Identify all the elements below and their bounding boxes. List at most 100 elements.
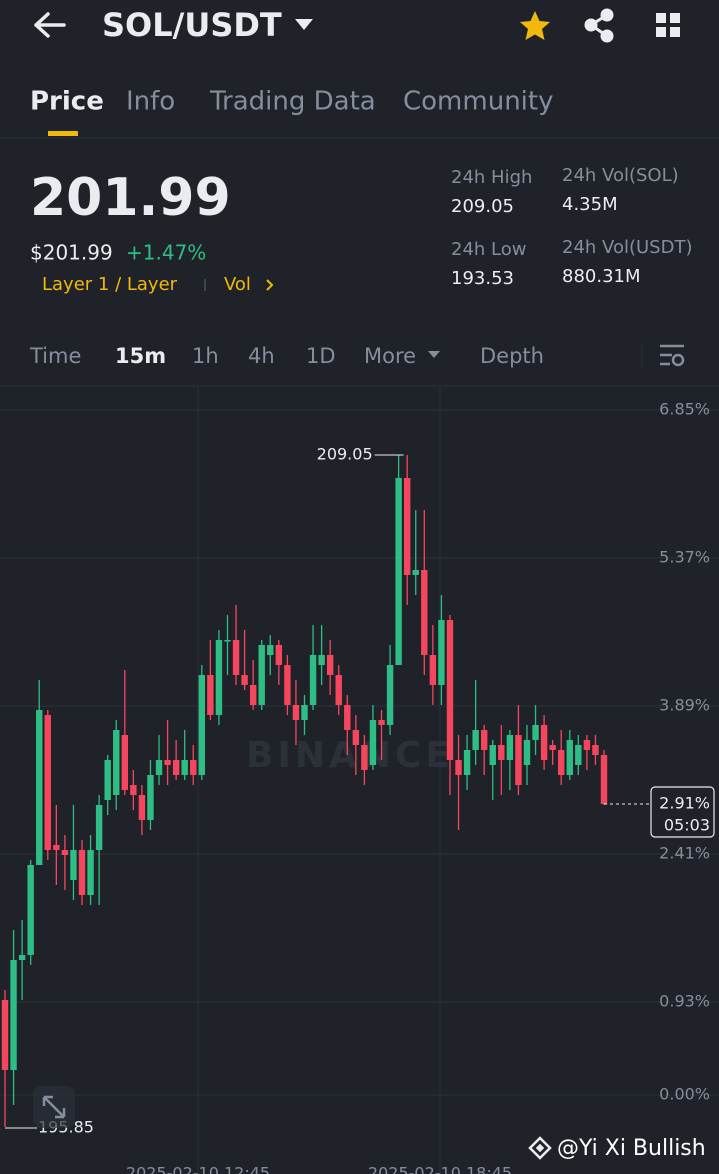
candle-body (190, 760, 197, 775)
candle-body (78, 850, 86, 895)
candle-body (104, 760, 111, 800)
stat-value: 4.35M (562, 194, 618, 215)
category-tag[interactable]: Layer 1 / Layer (42, 274, 178, 295)
interval-option[interactable]: 4h (248, 344, 275, 368)
credit-icon (528, 1136, 552, 1160)
interval-option[interactable]: More (364, 344, 416, 368)
tab[interactable]: Info (126, 87, 175, 117)
candle-body (147, 775, 154, 820)
candle-body (10, 960, 17, 1070)
candle-body (215, 640, 223, 715)
candle-body (395, 478, 402, 665)
x-tick-label: 2025-02-10 18:45 (368, 1164, 512, 1174)
candle-body (292, 705, 300, 720)
candle-body (70, 850, 77, 880)
price-change: +1.47% (126, 241, 206, 265)
high-label: 209.05 (317, 445, 373, 464)
candle-body (241, 675, 248, 685)
stat-value: 880.31M (562, 266, 641, 287)
candle-body (267, 645, 274, 655)
candle-body (87, 850, 94, 895)
candle-body (198, 675, 206, 775)
candle-body (472, 730, 479, 750)
candle-body (352, 730, 360, 745)
candle-body (540, 725, 548, 760)
candle-body (207, 675, 214, 715)
candle-body (249, 685, 257, 705)
candle-body (361, 745, 368, 770)
candle-body (498, 745, 505, 760)
candle-body (138, 795, 146, 820)
candle-body (284, 665, 291, 705)
watermark: BINANCE (246, 735, 454, 776)
candle-body (344, 705, 351, 730)
interval-option[interactable]: 1D (306, 344, 336, 368)
interval-option[interactable]: Depth (480, 344, 544, 368)
pair-dropdown[interactable] (295, 19, 313, 30)
candle-body (549, 745, 556, 750)
candle-body (155, 760, 163, 775)
y-tick-label: 6.85% (659, 400, 710, 419)
candle-body (592, 745, 599, 755)
expand-button[interactable] (33, 1086, 75, 1128)
candle-body (558, 750, 565, 775)
stat-value: 193.53 (451, 268, 514, 289)
tab[interactable]: Community (403, 87, 553, 117)
candle-body (446, 620, 454, 760)
candle-body (301, 705, 308, 720)
candle-body (583, 740, 591, 750)
menu-grid[interactable] (656, 13, 680, 37)
share-button[interactable] (584, 8, 614, 43)
candle-body (335, 675, 342, 705)
tab[interactable]: Price (30, 87, 104, 117)
interval-option[interactable]: 15m (115, 344, 166, 368)
credit: @Yi Xi Bullish (557, 1136, 706, 1161)
last-price: 201.99 (30, 168, 231, 228)
candle-body (318, 655, 325, 665)
stat-value: 209.05 (451, 196, 514, 217)
y-tick-label: 2.41% (659, 844, 710, 863)
chart-settings[interactable] (660, 344, 685, 367)
candle-body (36, 710, 43, 865)
stat-label: 24h Vol(USDT) (562, 237, 692, 258)
candle-body (506, 735, 514, 760)
candle-body (1, 1000, 9, 1070)
interval-option[interactable]: Time (29, 344, 81, 368)
candle-body (438, 620, 445, 685)
stat-label: 24h High (451, 167, 532, 188)
interval-option[interactable]: 1h (192, 344, 219, 368)
candle-body (429, 655, 437, 685)
last-price-tag (650, 786, 715, 838)
candle-body (164, 760, 171, 765)
back-button[interactable] (34, 12, 66, 38)
candle-body (369, 720, 377, 765)
y-tick-label: 3.89% (659, 696, 710, 715)
candle-body (27, 865, 34, 955)
favorite-star[interactable] (520, 11, 550, 40)
candle-body (309, 655, 317, 705)
stat-label: 24h Low (451, 239, 526, 260)
candle-body (61, 850, 69, 855)
candle-body (121, 735, 128, 790)
more-dropdown[interactable] (428, 351, 440, 358)
last-price-label: 2.91% (659, 794, 710, 813)
candle-body (463, 750, 471, 775)
pair-title[interactable]: SOL/USDT (102, 6, 282, 44)
candle-body (455, 760, 462, 775)
candle-body (53, 845, 60, 850)
candle-body (575, 745, 582, 765)
candle-body (95, 805, 103, 850)
candle-body (481, 730, 488, 750)
stat-label: 24h Vol(SOL) (562, 165, 679, 186)
candle-body (326, 655, 334, 675)
candle-body (523, 740, 531, 765)
vol-link[interactable]: Vol (224, 274, 251, 295)
candle-body (489, 745, 496, 765)
candle-body (130, 785, 137, 795)
tab-indicator (48, 131, 78, 136)
countdown: 05:03 (664, 816, 710, 835)
y-tick-label: 0.00% (659, 1085, 710, 1104)
tab[interactable]: Trading Data (209, 87, 376, 117)
candle-body (515, 735, 522, 785)
